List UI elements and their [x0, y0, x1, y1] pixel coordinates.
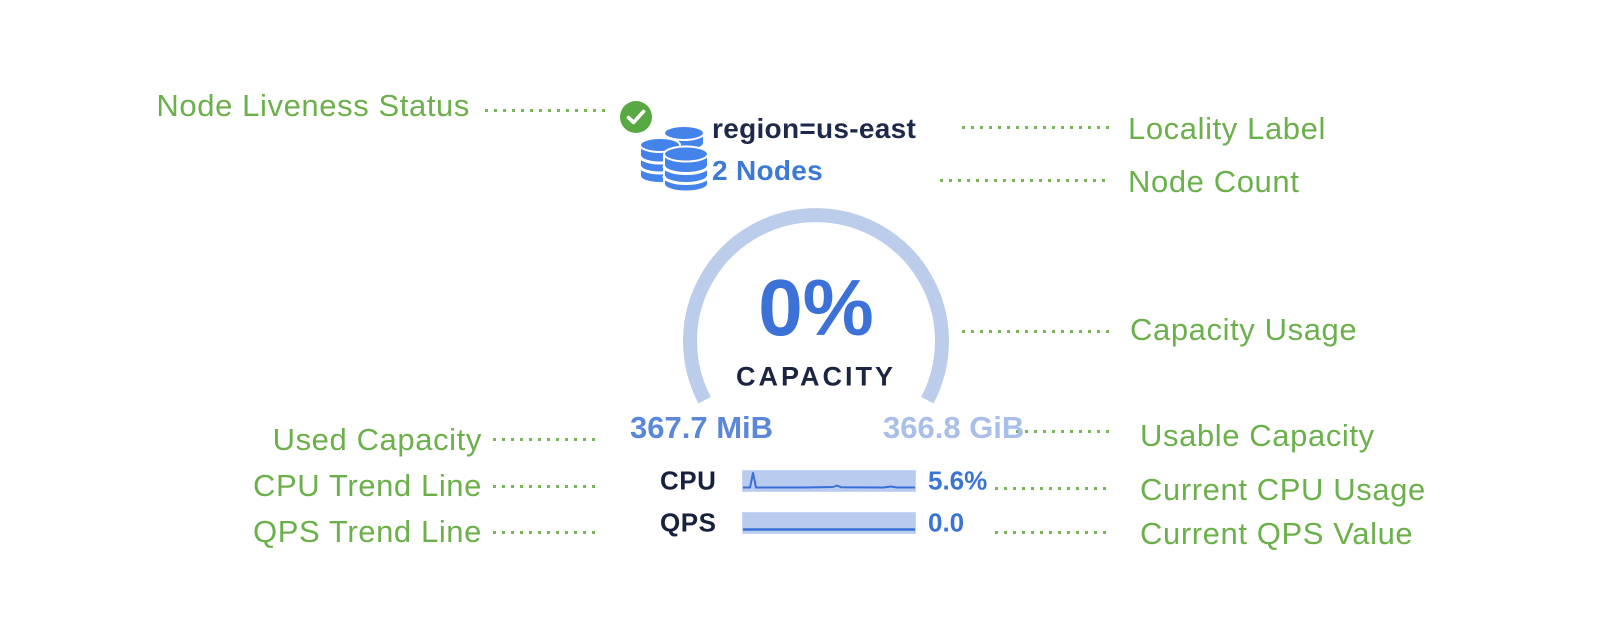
annotation-capacity-usage: Capacity Usage [1130, 312, 1358, 347]
leader-line-capacity-usage [962, 330, 1111, 333]
node-liveness-check-icon [619, 100, 653, 134]
database-stack-icon [638, 124, 710, 197]
used-capacity-value: 367.7 MiB [630, 410, 774, 445]
leader-line-cpu-trend [493, 485, 597, 488]
leader-line-node-liveness [485, 109, 610, 112]
locality-label: region=us-east [712, 113, 917, 144]
annotation-qps-trend-line: QPS Trend Line [253, 514, 482, 549]
leader-line-used-capacity [493, 438, 597, 441]
leader-line-node-count [940, 179, 1110, 182]
annotation-current-qps-value: Current QPS Value [1140, 516, 1414, 551]
current-qps-value: 0.0 [928, 507, 965, 538]
capacity-gauge-arc [683, 208, 949, 404]
usable-capacity-value: 366.8 GiB [883, 410, 1025, 445]
annotation-cpu-trend-line: CPU Trend Line [253, 468, 482, 503]
cpu-trend-sparkline [742, 470, 916, 492]
leader-line-current-cpu [995, 487, 1110, 490]
annotation-locality-label: Locality Label [1128, 111, 1326, 146]
annotation-used-capacity: Used Capacity [272, 422, 482, 457]
node-count: 2 Nodes [712, 155, 824, 186]
annotation-current-cpu-usage: Current CPU Usage [1140, 472, 1426, 507]
qps-label: QPS [660, 507, 717, 538]
leader-line-usable-capacity [1016, 430, 1114, 433]
capacity-word: CAPACITY [735, 361, 896, 392]
leader-line-qps-trend [493, 531, 597, 534]
qps-trend-sparkline [742, 512, 916, 534]
capacity-usage-percent: 0% [758, 263, 874, 352]
leader-line-locality [962, 126, 1110, 129]
annotation-usable-capacity: Usable Capacity [1140, 418, 1375, 453]
cpu-label: CPU [660, 465, 717, 496]
current-cpu-usage-value: 5.6% [928, 465, 988, 496]
annotation-node-count: Node Count [1128, 164, 1300, 199]
annotation-node-liveness-status: Node Liveness Status [156, 88, 470, 123]
leader-line-current-qps [995, 531, 1110, 534]
